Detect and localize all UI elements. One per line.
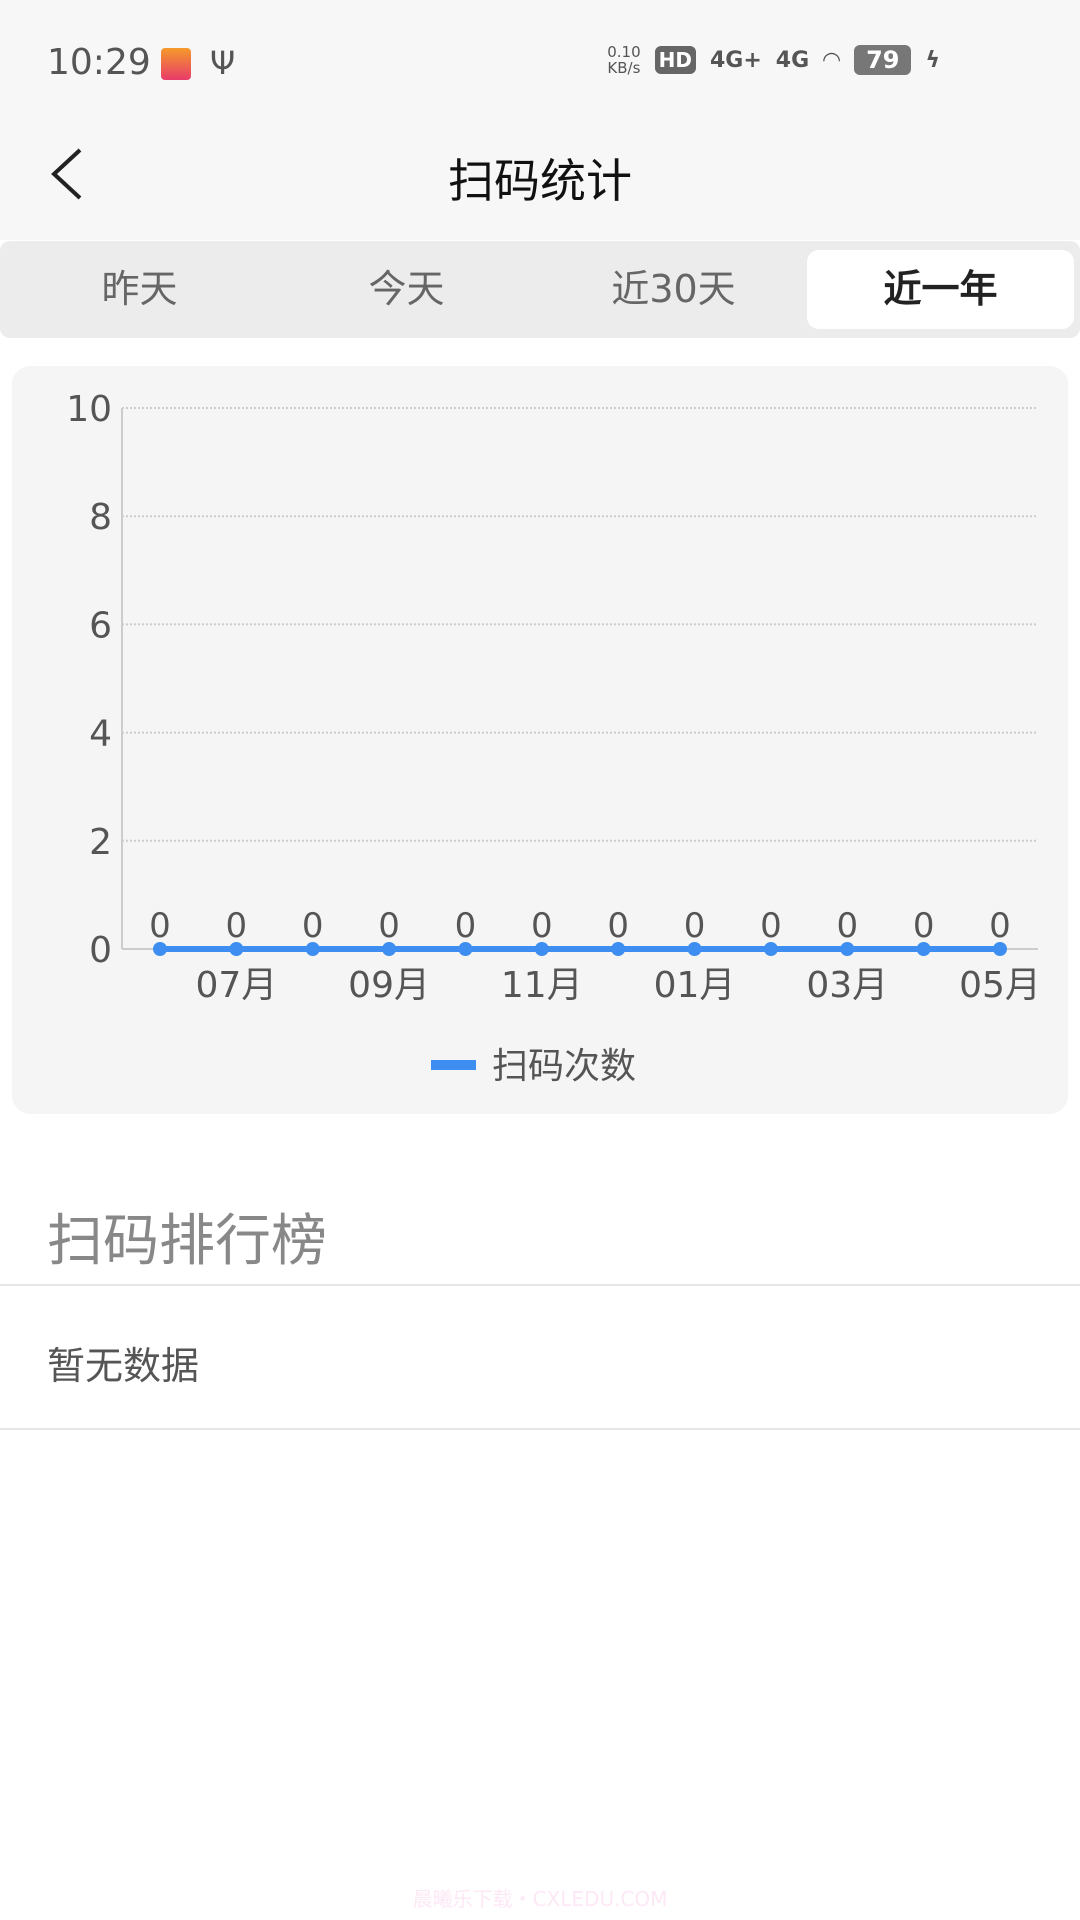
status-icons: 0.10 KB/s HD 4G+ 4G ◠ 79 ϟ bbox=[607, 44, 940, 76]
data-point bbox=[534, 942, 549, 956]
data-point bbox=[611, 942, 626, 956]
usb-icon: Ψ bbox=[210, 44, 236, 82]
period-tabs: 昨天 今天 近30天 近一年 bbox=[0, 241, 1080, 338]
battery-icon: 79 bbox=[854, 45, 912, 75]
data-label: 0 bbox=[149, 906, 171, 946]
data-point bbox=[305, 942, 320, 956]
divider bbox=[0, 1428, 1080, 1430]
y-tick-label: 8 bbox=[89, 497, 112, 538]
x-tick-label: 03月 bbox=[806, 965, 888, 1006]
data-point bbox=[229, 942, 244, 956]
data-label: 0 bbox=[989, 906, 1011, 946]
x-tick-label: 01月 bbox=[654, 965, 736, 1006]
y-tick-label: 6 bbox=[89, 605, 112, 646]
data-point bbox=[382, 942, 397, 956]
back-icon[interactable] bbox=[46, 146, 86, 202]
app-notification-icon bbox=[161, 48, 191, 80]
data-label: 0 bbox=[760, 906, 782, 946]
y-tick-label: 0 bbox=[89, 930, 112, 971]
data-label: 0 bbox=[607, 906, 629, 946]
data-label: 0 bbox=[531, 906, 553, 946]
data-point bbox=[916, 942, 931, 956]
data-label: 0 bbox=[226, 906, 248, 946]
data-label: 0 bbox=[913, 906, 935, 946]
x-tick-label: 09月 bbox=[348, 965, 430, 1006]
status-time: 10:29 bbox=[47, 42, 151, 83]
net-speed: 0.10 KB/s bbox=[607, 43, 641, 77]
page-title: 扫码统计 bbox=[448, 154, 632, 208]
y-tick-label: 10 bbox=[66, 389, 112, 430]
data-point bbox=[993, 942, 1007, 956]
data-label: 0 bbox=[684, 906, 706, 946]
wifi-icon: ◠ bbox=[823, 47, 841, 73]
data-point bbox=[840, 942, 855, 956]
watermark: 晨曦乐下载・CXLEDU.COM bbox=[412, 1887, 668, 1911]
empty-text: 暂无数据 bbox=[47, 1344, 200, 1388]
divider bbox=[0, 1284, 1080, 1286]
x-tick-label: 07月 bbox=[195, 965, 277, 1006]
tab-30-days[interactable]: 近30天 bbox=[611, 267, 736, 311]
data-label: 0 bbox=[455, 906, 477, 946]
data-label: 0 bbox=[302, 906, 324, 946]
signal-icon-2: 4G bbox=[775, 47, 810, 73]
data-point bbox=[153, 942, 167, 956]
y-tick-label: 2 bbox=[89, 822, 112, 863]
signal-icon-1: 4G+ bbox=[709, 47, 762, 73]
data-label: 0 bbox=[378, 906, 400, 946]
tab-yesterday[interactable]: 昨天 bbox=[101, 267, 178, 311]
legend-swatch bbox=[431, 1060, 476, 1070]
top-area bbox=[0, 0, 1080, 240]
x-tick-label: 11月 bbox=[501, 965, 583, 1006]
y-tick-label: 4 bbox=[89, 714, 112, 755]
hd-icon: HD bbox=[654, 46, 696, 74]
tab-today[interactable]: 今天 bbox=[368, 267, 445, 311]
tab-one-year[interactable]: 近一年 bbox=[807, 250, 1074, 329]
legend-label: 扫码次数 bbox=[492, 1046, 636, 1087]
chart-card: 0 2 4 6 8 10 0 0 07月 0 0 09月 0 0 11月 0 0 01月 0 0 03月 0 0 05月 扫码次… bbox=[12, 366, 1068, 1114]
ranking-title: 扫码排行榜 bbox=[47, 1209, 327, 1274]
data-label: 0 bbox=[836, 906, 858, 946]
data-point bbox=[763, 942, 778, 956]
data-point bbox=[458, 942, 473, 956]
charging-icon: ϟ bbox=[925, 47, 940, 73]
x-tick-label: 05月 bbox=[959, 965, 1041, 1006]
data-point bbox=[687, 942, 702, 956]
